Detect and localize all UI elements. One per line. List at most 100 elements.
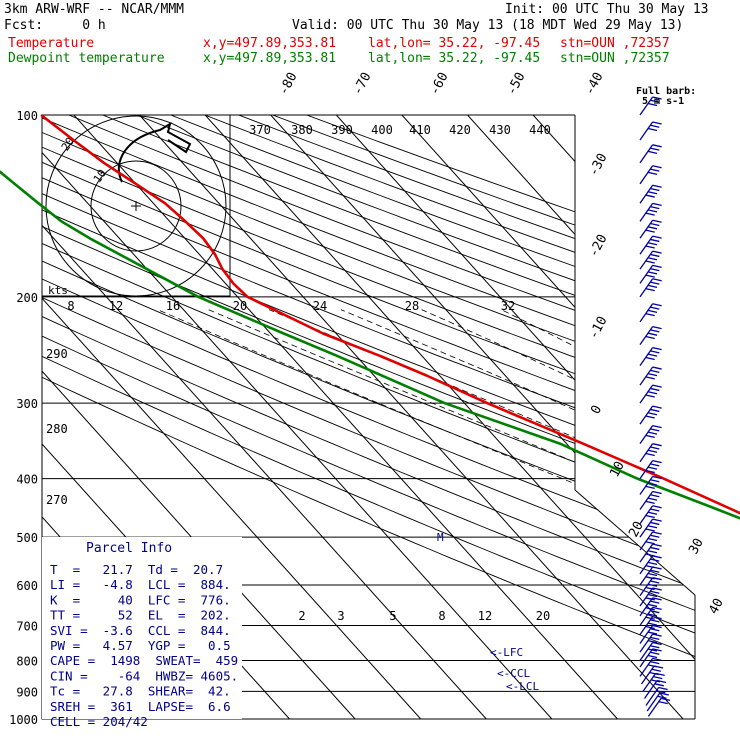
- wind-barb-flag: [650, 253, 660, 258]
- plot-border-diagonal: [574, 489, 696, 596]
- wind-barb-flag: [650, 329, 660, 333]
- mixing-ratio-label-top: 20: [233, 299, 247, 313]
- wind-barb-flag: [652, 219, 662, 223]
- wind-barb: [639, 144, 662, 164]
- dry-adiabat: [42, 115, 695, 719]
- wind-barb-flag: [660, 697, 671, 701]
- parcel-info-row: SVI = -3.6 CCL = 844.: [50, 623, 231, 638]
- wind-barb-flag: [652, 459, 662, 464]
- wind-barb-flag: [647, 561, 658, 566]
- level-markers: <-LFC <-CCL <-LCL M: [437, 531, 539, 693]
- wind-barb-flag: [645, 434, 655, 439]
- wind-barb-flag: [652, 366, 662, 370]
- theta-label: 390: [331, 123, 353, 137]
- pressure-label-400: 400: [16, 473, 38, 487]
- wind-barb: [643, 679, 667, 699]
- pressure-label-700: 700: [16, 619, 38, 633]
- wind-barb: [639, 587, 662, 607]
- wind-barb-flag: [647, 150, 658, 154]
- wind-barb: [639, 250, 662, 270]
- mixing-ratio-label-low: 5: [389, 609, 396, 623]
- isotherm-label: -10: [586, 314, 610, 342]
- parcel-info-row: Tc = 27.8 SHEAR= 42.: [50, 684, 231, 699]
- temperature-profile: [40, 113, 740, 515]
- wind-barb-flag: [650, 124, 660, 128]
- wind-barb-flag: [647, 593, 658, 598]
- profile-series: [0, 113, 740, 520]
- wind-barb-flag: [652, 424, 662, 429]
- mixing-ratio-label-top: 8: [67, 299, 74, 313]
- theta-label: 400: [371, 123, 393, 137]
- isotherm-label: 10: [607, 459, 628, 480]
- wind-barb-flag: [647, 511, 658, 515]
- isotherm-line: [204, 115, 695, 719]
- wind-barb-flag: [652, 633, 662, 637]
- wind-barb-flag: [650, 600, 660, 604]
- wind-barb: [639, 543, 662, 563]
- parcel-info-background: [42, 537, 242, 719]
- wind-barb: [639, 325, 662, 346]
- wind-barb-flag: [645, 335, 655, 340]
- wind-barb-flag: [650, 660, 660, 665]
- wind-barb-flag: [645, 500, 655, 504]
- wind-barb-flag: [650, 428, 660, 432]
- m-marker: M: [437, 531, 444, 544]
- wind-barb-flag: [650, 628, 660, 632]
- wind-barb-flag: [647, 209, 658, 213]
- dry-adiabat: [42, 115, 695, 719]
- wind-barb-flag: [647, 466, 658, 470]
- dry-adiabat: [167, 115, 695, 719]
- wind-barb: [639, 202, 662, 222]
- isotherm-label: -80: [276, 70, 300, 98]
- dry-adiabat: [42, 115, 695, 719]
- pressure-label-200: 200: [16, 291, 38, 305]
- mixing-ratio-label-low: 20: [536, 609, 550, 623]
- wind-barb-flag: [645, 586, 655, 591]
- wind-barb: [639, 366, 662, 386]
- moist-adiabat: [501, 309, 695, 719]
- wind-barb-flag: [652, 505, 662, 509]
- wind-barb: [639, 505, 662, 525]
- wind-barb-flag: [647, 257, 658, 261]
- wind-barb-flag: [650, 222, 660, 227]
- wind-barb-flag: [650, 369, 660, 373]
- wind-barb-flag: [653, 675, 663, 680]
- pressure-label-1000: 1000: [9, 713, 38, 727]
- wind-barb-flag: [650, 168, 660, 172]
- wind-barb-flag: [647, 431, 658, 435]
- wind-barb-flag: [652, 250, 662, 254]
- wind-barb: [639, 459, 662, 480]
- hodograph-ring-outer: [45, 115, 227, 297]
- wind-barb: [639, 624, 662, 644]
- wind-barb-flag: [645, 394, 655, 398]
- dry-adiabat: [42, 115, 695, 719]
- isotherm-label: 30: [686, 536, 707, 557]
- wind-barb-flag: [647, 613, 658, 617]
- wind-barb-flag: [647, 497, 658, 501]
- wind-barb-flag: [650, 281, 660, 285]
- wind-barb-flag: [647, 271, 658, 275]
- wind-barb-flag: [647, 572, 658, 577]
- wind-barb-flag: [650, 187, 660, 192]
- wind-barb-flag: [650, 306, 660, 310]
- parcel-info-row: PW = 4.57 YGP = 0.5: [50, 638, 231, 653]
- wind-barbs: [639, 96, 671, 717]
- isotherm-label: -40: [582, 70, 606, 98]
- pressure-label-900: 900: [16, 685, 38, 699]
- wind-barb-flag: [645, 260, 655, 264]
- wind-barb-flag: [652, 384, 662, 388]
- wind-barb-flag: [647, 226, 658, 230]
- wind-barb-flag: [652, 587, 662, 591]
- dry-adiabat: [42, 115, 695, 719]
- wind-barb-flag: [645, 514, 655, 519]
- wind-key-title: Full barb:: [636, 86, 696, 97]
- wind-barb-flag: [647, 550, 658, 554]
- wind-barb-flag: [650, 99, 660, 103]
- wind-barb-flag: [650, 508, 660, 512]
- dry-adiabat-side-label: 270: [46, 493, 68, 507]
- wind-barb-flag: [647, 102, 658, 107]
- wind-barb-flag: [645, 576, 655, 580]
- wind-barb-flag: [652, 490, 662, 495]
- wind-barb-flag: [652, 165, 662, 169]
- wind-barb-flag: [645, 485, 655, 489]
